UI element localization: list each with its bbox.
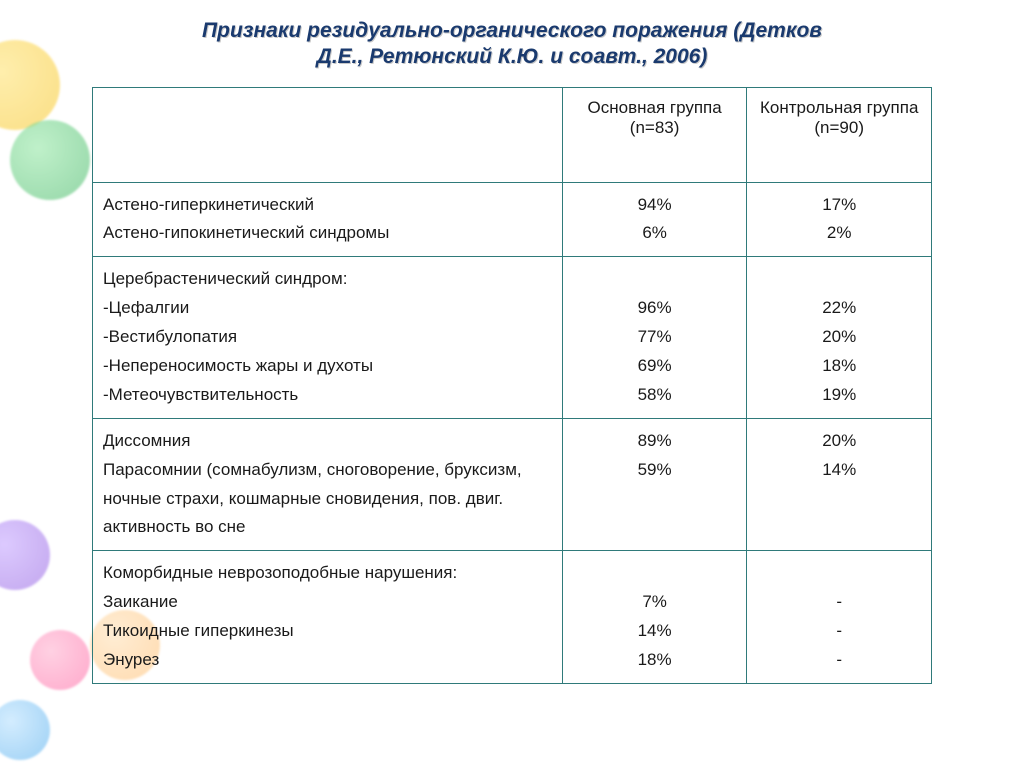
row-main-value: 94% 6% bbox=[562, 182, 747, 257]
value: - bbox=[757, 617, 921, 646]
row-label-line: -Вестибулопатия bbox=[103, 323, 552, 352]
value: 58% bbox=[573, 381, 737, 410]
value bbox=[757, 559, 921, 588]
row-control-value: 17% 2% bbox=[747, 182, 932, 257]
table-row: Диссомния Парасомнии (сомнабулизм, сного… bbox=[93, 418, 932, 551]
row-label-line: Астено-гипокинетический синдромы bbox=[103, 219, 552, 248]
row-label: Коморбидные неврозоподобные нарушения: З… bbox=[93, 551, 563, 684]
row-control-value: - - - bbox=[747, 551, 932, 684]
row-label-line: Церебрастенический синдром: bbox=[103, 265, 552, 294]
value: 22% bbox=[757, 294, 921, 323]
value: 59% bbox=[573, 456, 737, 485]
value: 89% bbox=[573, 427, 737, 456]
row-label-line: Энурез bbox=[103, 646, 552, 675]
value: - bbox=[757, 646, 921, 675]
row-label-line: Тикоидные гиперкинезы bbox=[103, 617, 552, 646]
value: 14% bbox=[757, 456, 921, 485]
row-label-line: Парасомнии (сомнабулизм, сноговорение, б… bbox=[103, 456, 552, 543]
row-label: Астено-гиперкинетический Астено-гипокине… bbox=[93, 182, 563, 257]
page-title: Признаки резидуально-органического пораж… bbox=[92, 18, 932, 71]
value bbox=[573, 265, 737, 294]
table-row: Астено-гиперкинетический Астено-гипокине… bbox=[93, 182, 932, 257]
value: 18% bbox=[573, 646, 737, 675]
value: 20% bbox=[757, 427, 921, 456]
title-line-2: Д.Е., Ретюнский К.Ю. и соавт., 2006) bbox=[317, 45, 708, 68]
value: - bbox=[757, 588, 921, 617]
value: 6% bbox=[573, 219, 737, 248]
value: 20% bbox=[757, 323, 921, 352]
row-label-line: -Непереносимость жары и духоты bbox=[103, 352, 552, 381]
value: 96% bbox=[573, 294, 737, 323]
header-main-group: Основная группа (n=83) bbox=[562, 87, 747, 182]
title-line-1: Признаки резидуально-органического пораж… bbox=[202, 19, 822, 42]
row-label-line: Заикание bbox=[103, 588, 552, 617]
value: 18% bbox=[757, 352, 921, 381]
row-label-line: -Метеочувствительность bbox=[103, 381, 552, 410]
value bbox=[757, 265, 921, 294]
value: 69% bbox=[573, 352, 737, 381]
table-header-row: Основная группа (n=83) Контрольная групп… bbox=[93, 87, 932, 182]
row-label: Диссомния Парасомнии (сомнабулизм, сного… bbox=[93, 418, 563, 551]
slide: Признаки резидуально-органического пораж… bbox=[0, 0, 1024, 768]
row-main-value: 89% 59% bbox=[562, 418, 747, 551]
value: 94% bbox=[573, 191, 737, 220]
row-label-line: Коморбидные неврозоподобные нарушения: bbox=[103, 559, 552, 588]
header-blank bbox=[93, 87, 563, 182]
value: 19% bbox=[757, 381, 921, 410]
comparison-table: Основная группа (n=83) Контрольная групп… bbox=[92, 87, 932, 684]
row-control-value: 22% 20% 18% 19% bbox=[747, 257, 932, 418]
value: 77% bbox=[573, 323, 737, 352]
row-label: Церебрастенический синдром: -Цефалгии -В… bbox=[93, 257, 563, 418]
row-label-line: -Цефалгии bbox=[103, 294, 552, 323]
table-row: Церебрастенический синдром: -Цефалгии -В… bbox=[93, 257, 932, 418]
row-main-value: 96% 77% 69% 58% bbox=[562, 257, 747, 418]
row-label-line: Диссомния bbox=[103, 427, 552, 456]
value bbox=[573, 559, 737, 588]
row-main-value: 7% 14% 18% bbox=[562, 551, 747, 684]
value: 17% bbox=[757, 191, 921, 220]
value: 7% bbox=[573, 588, 737, 617]
value: 2% bbox=[757, 219, 921, 248]
table-row: Коморбидные неврозоподобные нарушения: З… bbox=[93, 551, 932, 684]
header-control-group: Контрольная группа (n=90) bbox=[747, 87, 932, 182]
value: 14% bbox=[573, 617, 737, 646]
row-control-value: 20% 14% bbox=[747, 418, 932, 551]
row-label-line: Астено-гиперкинетический bbox=[103, 191, 552, 220]
